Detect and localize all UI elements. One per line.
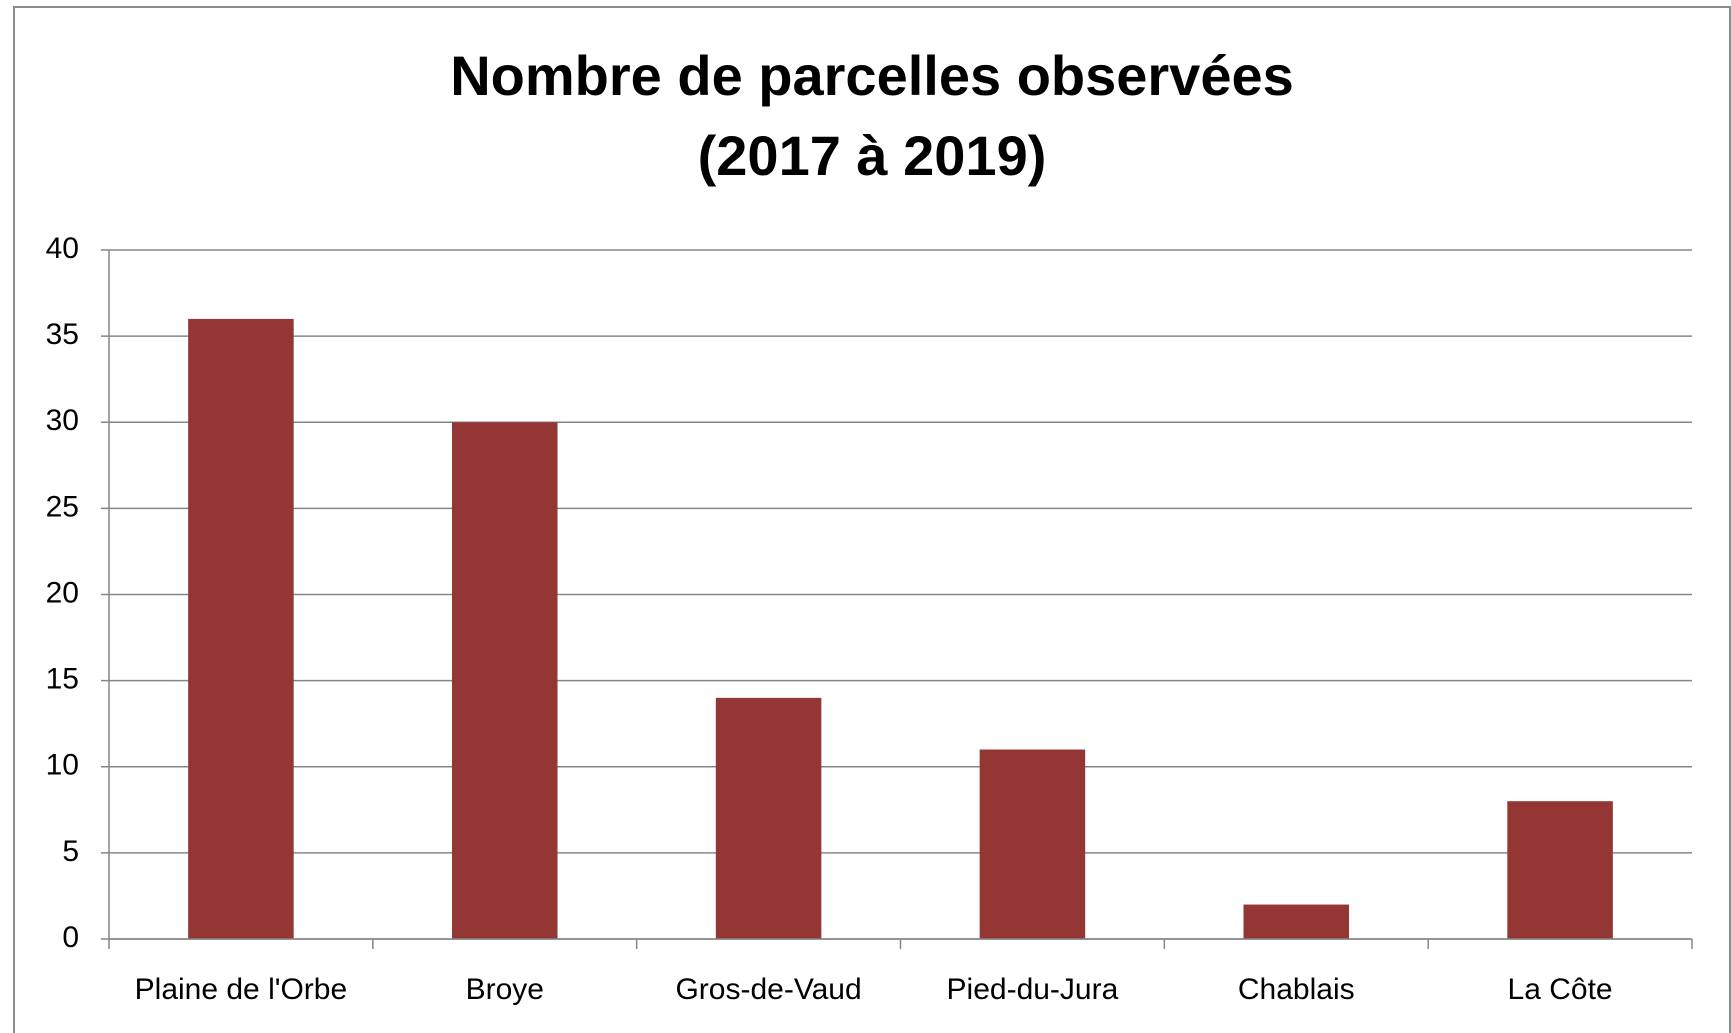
y-tick-label: 0 [62,921,79,954]
x-tick-label: Pied-du-Jura [947,973,1119,1006]
x-tick-label: Chablais [1238,973,1355,1006]
bar [1243,904,1350,939]
x-tick-label: Broye [466,973,544,1006]
chart-title: Nombre de parcelles observées [450,44,1294,107]
bar [188,318,294,939]
bar [1507,801,1613,939]
y-tick-label: 10 [46,749,79,782]
y-tick-label: 25 [46,490,79,523]
y-tick-label: 5 [62,835,79,868]
chart-frame [13,6,1731,1033]
x-tick-label: Gros-de-Vaud [675,973,861,1006]
y-tick-label: 15 [46,663,79,696]
x-tick-label: Plaine de l'Orbe [135,973,348,1006]
bar [451,422,558,939]
y-tick-label: 40 [46,232,79,265]
chart-title: (2017 à 2019) [698,124,1047,187]
bar [715,697,822,939]
y-tick-label: 35 [46,318,79,351]
bar [979,749,1086,939]
y-tick-label: 30 [46,404,79,437]
y-tick-label: 20 [46,576,79,609]
x-tick-label: La Côte [1508,973,1613,1006]
